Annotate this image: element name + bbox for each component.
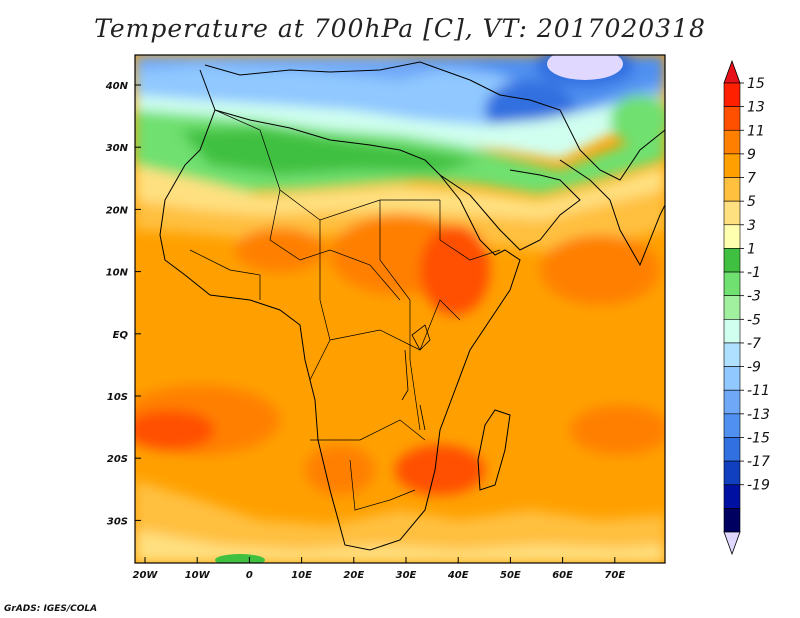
colorbar-label: -11 (747, 383, 770, 399)
map-title: Temperature at 700hPa [C], VT: 201702031… (94, 14, 706, 43)
map-frame (134, 54, 666, 564)
latitude-ticks: 40N 30N 20N 10N EQ 10S 20S 30S (105, 81, 141, 527)
colorbar-label: -3 (747, 289, 761, 305)
colorbar-segment (723, 224, 741, 249)
colorbar-segment (723, 106, 741, 131)
lat-tick-label: 30S (107, 516, 128, 527)
lat-tick-label: 10S (107, 392, 128, 403)
colorbar-label: -7 (747, 336, 761, 352)
colorbar-segment (723, 413, 741, 438)
colorbar-label: 9 (747, 147, 756, 163)
colorbar-segment (723, 437, 741, 462)
colorbar-segment (723, 177, 741, 202)
colorbar-segment (723, 366, 741, 391)
colorbar-segment (723, 484, 741, 509)
lat-tick-label: EQ (113, 330, 129, 341)
credit-text: GrADS: IGES/COLA (4, 604, 98, 614)
colorbar-segment (723, 129, 741, 155)
lon-tick-label: 30E (396, 570, 417, 581)
lon-tick-label: 20E (343, 570, 364, 581)
colorbar-label: -1 (747, 265, 761, 281)
lon-tick-label: 10E (291, 570, 312, 581)
colorbar-label: -5 (747, 312, 761, 328)
colorbar-label: 7 (747, 171, 756, 187)
country-borders (189, 109, 501, 511)
colorbar-label: -19 (747, 478, 770, 494)
colorbar-label: -9 (747, 360, 761, 376)
colorbar-segment (723, 319, 741, 344)
lat-tick-label: 40N (105, 81, 129, 92)
longitude-ticks: 20W 10W 0 10E 20E 30E 40E 50E 60E 70E (133, 557, 625, 581)
colorbar-segment (723, 460, 741, 486)
colorbar-label: 11 (747, 123, 765, 139)
lat-tick-label: 20N (106, 205, 129, 216)
lon-tick-label: 20W (133, 570, 159, 581)
colorbar-segment (723, 82, 741, 107)
colorbar-label: 1 (747, 241, 756, 257)
colorbar-label: -17 (747, 454, 770, 470)
colorbar-segment (723, 389, 741, 415)
lon-tick-label: 40E (447, 570, 469, 581)
coastlines (159, 61, 665, 551)
colorbar-label: -13 (747, 407, 770, 423)
temperature-field (135, 55, 665, 563)
colorbar-segment (723, 342, 741, 367)
colorbar-segment (723, 295, 741, 320)
colorbar-under-triangle (723, 531, 741, 556)
lon-tick-label: 70E (604, 570, 625, 581)
lon-tick-label: 0 (246, 570, 253, 581)
colorbar-segment (723, 248, 741, 273)
colorbar-label: -15 (747, 430, 770, 446)
lon-tick-label: 50E (500, 570, 521, 581)
lat-tick-label: 20S (107, 454, 128, 465)
lat-tick-label: 30N (106, 143, 129, 154)
colorbar-segment (723, 508, 741, 533)
colorbar-label: 3 (747, 218, 756, 234)
colorbar-label: 15 (747, 76, 765, 92)
colorbar-segment (723, 271, 741, 296)
colorbar-segment (723, 153, 741, 178)
lat-tick-label: 10N (106, 268, 129, 279)
colorbar: 15 13 11 9 7 5 3 1 -1 -3 -5 -7 -9 -11 -13 -15 -17 -19 (723, 59, 770, 556)
colorbar-label: 5 (747, 194, 756, 210)
lon-tick-label: 10W (185, 570, 211, 581)
colorbar-label: 13 (747, 100, 765, 116)
lon-tick-label: 60E (552, 570, 573, 581)
colorbar-over-triangle (723, 59, 741, 84)
colorbar-segment (723, 200, 741, 226)
